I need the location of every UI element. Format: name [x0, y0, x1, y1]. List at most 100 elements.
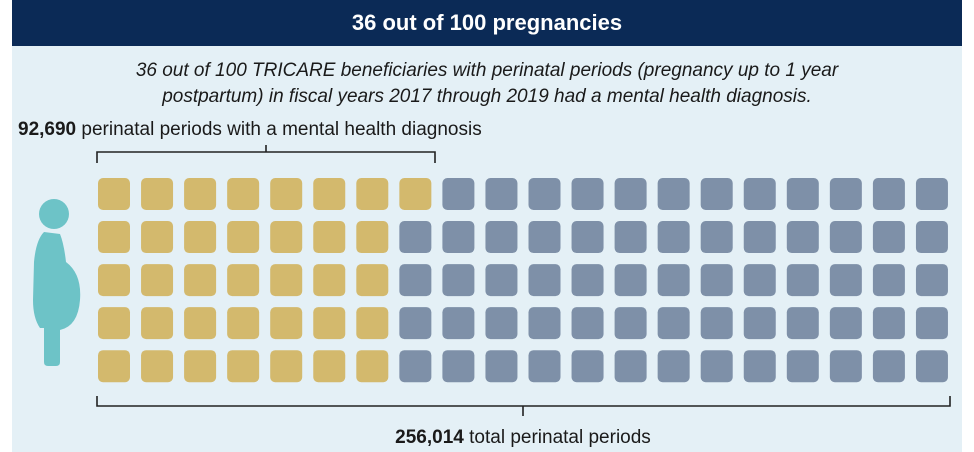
waffle-cell: [98, 221, 130, 254]
waffle-cell: [141, 350, 174, 383]
waffle-cell: [915, 264, 948, 297]
waffle-cell: [184, 221, 217, 254]
pregnant-figure-icon: [33, 199, 81, 366]
subtitle: postpartum) in fiscal years 2017 through…: [161, 86, 812, 107]
waffle-cell: [442, 221, 475, 254]
annotation-text: total perinatal periods: [464, 427, 651, 448]
waffle-cell: [571, 264, 604, 297]
bracket: [96, 396, 951, 416]
waffle-cell: [184, 178, 217, 210]
waffle-cell: [313, 264, 346, 297]
waffle-cell: [528, 178, 561, 210]
waffle-cell: [184, 264, 217, 297]
waffle-cell: [657, 264, 690, 297]
annotation-number: 92,690: [18, 119, 76, 140]
waffle-cell: [399, 307, 432, 340]
waffle-cell: [485, 350, 518, 383]
waffle-cell: [270, 221, 303, 254]
waffle-cell: [227, 350, 260, 383]
waffle-cell: [528, 264, 561, 297]
chart-title: 36 out of 100 pregnancies: [352, 10, 622, 35]
waffle-cell: [786, 350, 819, 383]
waffle-cell: [786, 221, 819, 254]
waffle-cell: [700, 221, 733, 254]
waffle-cell: [700, 350, 733, 383]
waffle-cell: [829, 350, 862, 383]
annotation: 256,014 total perinatal periods: [395, 427, 651, 448]
waffle-cell: [485, 264, 518, 297]
waffle-cell: [356, 221, 389, 254]
waffle-cell: [786, 178, 819, 210]
waffle-cell: [270, 178, 303, 210]
waffle-cell: [528, 307, 561, 340]
waffle-cell: [313, 221, 346, 254]
waffle-cell: [571, 178, 604, 210]
waffle-cell: [614, 264, 647, 297]
waffle-cell: [141, 178, 174, 210]
waffle-cell: [915, 221, 948, 254]
waffle-cell: [442, 350, 475, 383]
waffle-cell: [528, 221, 561, 254]
waffle-cell: [141, 264, 174, 297]
waffle-cell: [442, 307, 475, 340]
waffle-cell: [872, 221, 905, 254]
waffle-cell: [571, 221, 604, 254]
waffle-cell: [313, 350, 346, 383]
waffle-cell: [399, 264, 432, 297]
waffle-cell: [528, 350, 561, 383]
waffle-cell: [829, 178, 862, 210]
waffle-cell: [485, 307, 518, 340]
waffle-cell: [786, 307, 819, 340]
waffle-cell: [614, 307, 647, 340]
bracket: [96, 145, 436, 163]
waffle-cell: [442, 178, 475, 210]
waffle-cell: [98, 307, 130, 340]
waffle-cell: [614, 221, 647, 254]
waffle-cell: [399, 350, 432, 383]
annotation-number: 256,014: [395, 427, 464, 448]
waffle-cell: [657, 178, 690, 210]
waffle-cell: [141, 221, 174, 254]
waffle-cell: [915, 178, 948, 210]
waffle-cell: [872, 350, 905, 383]
waffle-cell: [657, 350, 690, 383]
waffle-cell: [571, 307, 604, 340]
waffle-cell: [872, 264, 905, 297]
waffle-cell: [657, 307, 690, 340]
waffle-cell: [227, 178, 260, 210]
waffle-cell: [915, 350, 948, 383]
waffle-cell: [356, 307, 389, 340]
annotation: 92,690 perinatal periods with a mental h…: [18, 119, 482, 140]
waffle-cell: [829, 307, 862, 340]
waffle-cell: [141, 307, 174, 340]
waffle-cell: [743, 264, 776, 297]
waffle-cell: [184, 350, 217, 383]
waffle-cell: [872, 178, 905, 210]
waffle-cell: [313, 178, 346, 210]
waffle-cell: [313, 307, 346, 340]
title-bar: [12, 0, 962, 46]
waffle-cell: [743, 221, 776, 254]
waffle-cell: [98, 350, 130, 383]
subtitle: 36 out of 100 TRICARE beneficiaries with…: [136, 60, 839, 81]
waffle-cell: [743, 307, 776, 340]
waffle-cell: [270, 307, 303, 340]
waffle-cell: [743, 350, 776, 383]
waffle-cell: [829, 264, 862, 297]
waffle-cell: [485, 178, 518, 210]
waffle-cell: [700, 307, 733, 340]
waffle-cell: [700, 178, 733, 210]
waffle-cell: [270, 264, 303, 297]
annotation-text: perinatal periods with a mental health d…: [76, 119, 482, 140]
waffle-cell: [743, 178, 776, 210]
waffle-cell: [442, 264, 475, 297]
waffle-cell: [227, 221, 260, 254]
waffle-cell: [700, 264, 733, 297]
waffle-cell: [614, 178, 647, 210]
waffle-cell: [614, 350, 647, 383]
waffle-cell: [829, 221, 862, 254]
waffle-cell: [227, 307, 260, 340]
waffle-cell: [485, 221, 518, 254]
